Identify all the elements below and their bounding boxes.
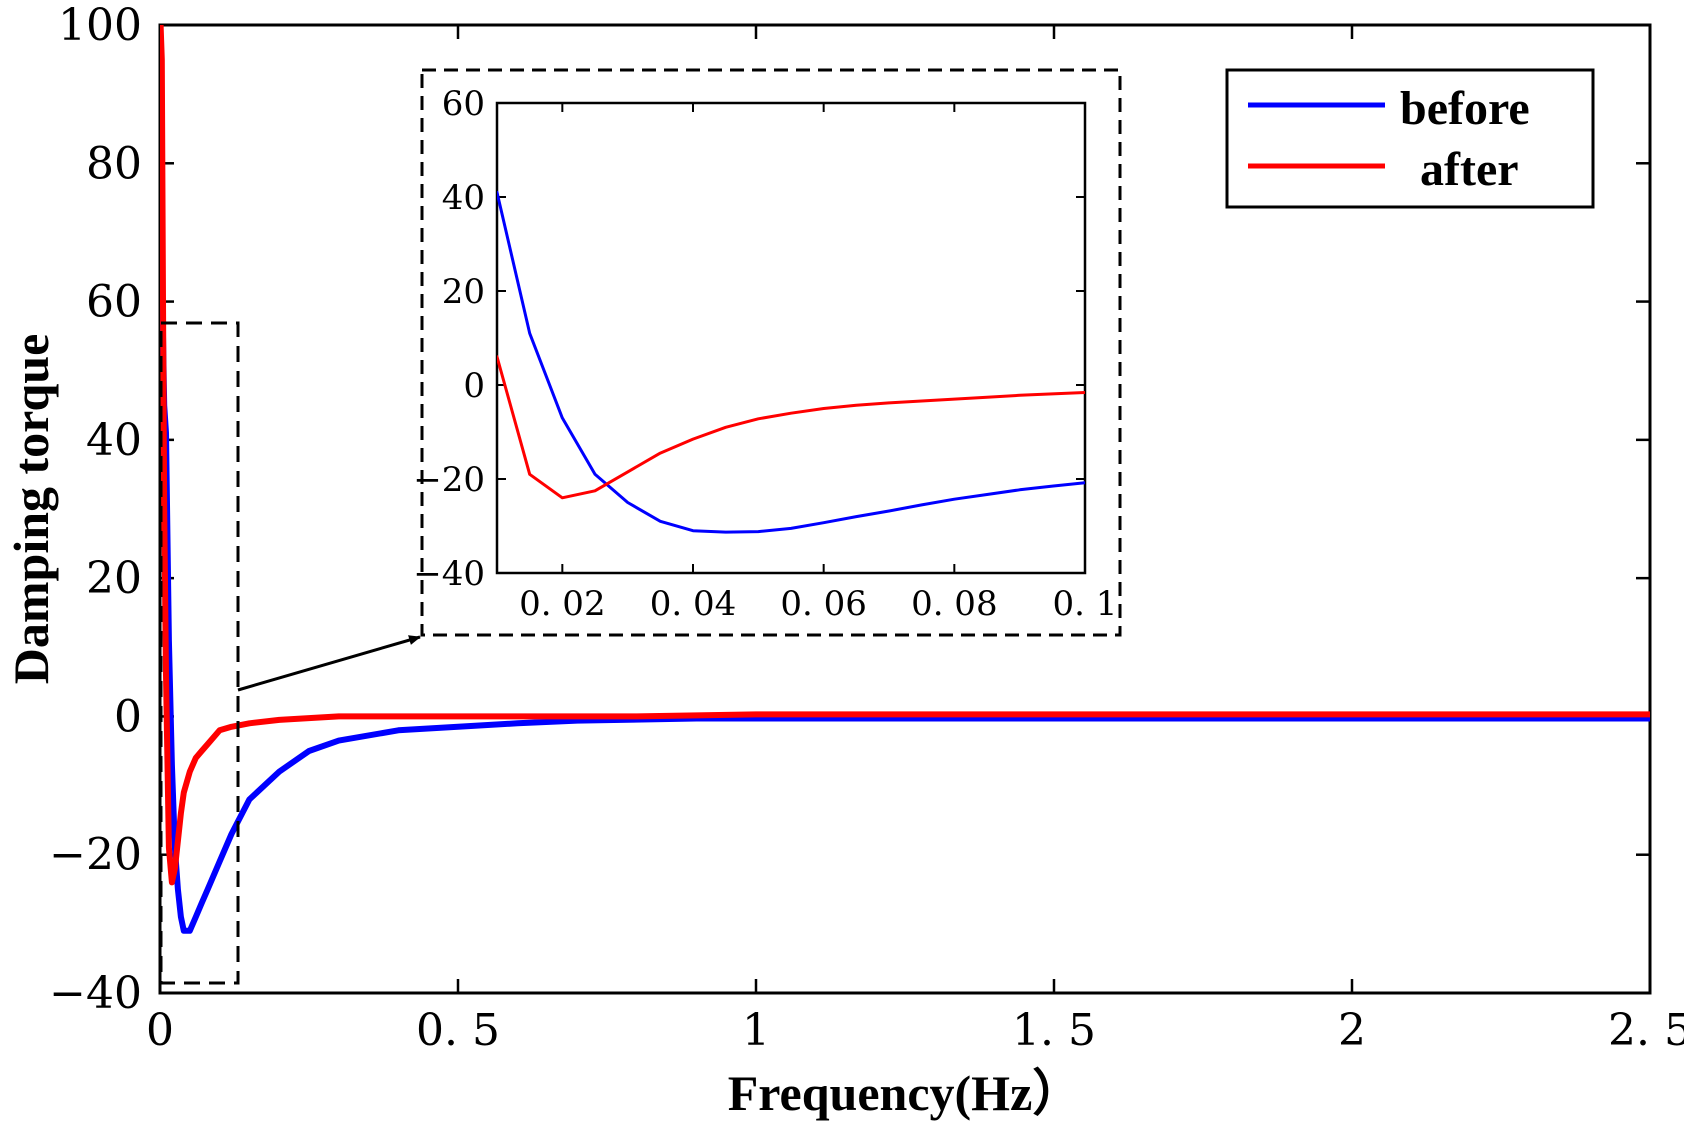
legend-before-label: before [1400, 82, 1530, 135]
main-series-after [160, 25, 1650, 886]
main-x-tick-label: 2. 5 [1608, 1005, 1684, 1056]
x-axis-label: Frequency(Hz） [728, 1065, 1083, 1121]
inset-y-tick-label: 60 [442, 84, 485, 124]
inset-series-after [497, 355, 1085, 500]
inset-x-tick-label: 0. 08 [911, 584, 998, 624]
inset-series-before [497, 190, 1085, 534]
main-y-tick-label: 20 [86, 553, 142, 604]
inset-x-tick-label: 0. 06 [780, 584, 867, 624]
inset-plot-area [495, 101, 1087, 575]
main-x-tick-label: 1 [742, 1005, 770, 1056]
inset-x-tick-label: 0. 04 [650, 584, 737, 624]
inset-x-tick-label: 0. 02 [519, 584, 606, 624]
inset-ticks: 0. 02 0. 04 0. 06 0. 08 0. 1 −40 −20 0 20 40 60 [413, 84, 1117, 624]
main-ticks: 0 0. 5 1 1. 5 2 2. 5 −40 −20 0 20 40 60 80 100 [49, 0, 1684, 1056]
inset-y-tick-label: −20 [413, 460, 485, 500]
zoom-arrow [237, 635, 421, 692]
main-x-tick-label: 2 [1338, 1005, 1366, 1056]
main-x-tick-label: 0 [146, 1005, 174, 1056]
main-y-tick-label: 60 [86, 277, 142, 328]
main-x-tick-label: 1. 5 [1012, 1005, 1096, 1056]
inset-x-tick-label: 0. 1 [1053, 584, 1118, 624]
main-x-tick-label: 0. 5 [416, 1005, 500, 1056]
legend-after-label: after [1420, 143, 1519, 196]
inset-y-tick-label: 20 [442, 272, 485, 312]
main-y-tick-label: 100 [58, 0, 142, 51]
main-y-tick-label: 40 [86, 415, 142, 466]
inset-y-tick-label: −40 [413, 554, 485, 594]
main-y-tick-label: 0 [114, 691, 142, 742]
main-y-tick-label: −20 [49, 830, 142, 881]
legend: before after [1225, 68, 1595, 209]
inset-y-tick-label: 0 [463, 366, 485, 406]
main-y-tick-label: −40 [49, 968, 142, 1019]
main-series-before [160, 194, 1650, 934]
main-y-tick-label: 80 [86, 138, 142, 189]
legend-box [1225, 68, 1595, 209]
inset-y-tick-label: 40 [442, 178, 485, 218]
main-series-group [160, 25, 1650, 934]
inset-series-group [497, 190, 1085, 534]
y-axis-label: Damping torque [3, 334, 59, 685]
zoom-region-box [159, 321, 240, 985]
